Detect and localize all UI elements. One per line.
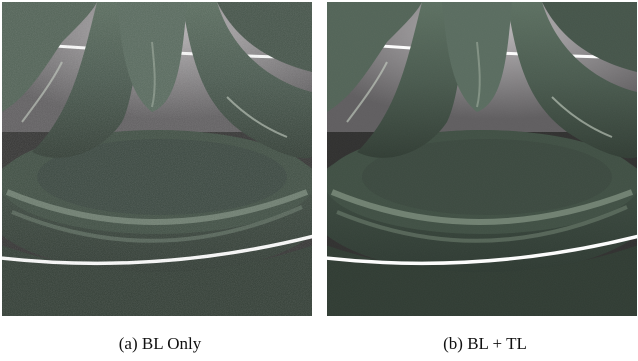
caption-bl-tl: (b) BL + TL [443, 334, 527, 353]
sculpture-render-a [2, 2, 312, 316]
figure-row [2, 2, 637, 318]
sculpture-render-b [327, 2, 637, 316]
render-panel-bl-only [2, 2, 312, 316]
caption-bl-only: (a) BL Only [118, 334, 202, 353]
render-panel-bl-tl [327, 2, 637, 316]
